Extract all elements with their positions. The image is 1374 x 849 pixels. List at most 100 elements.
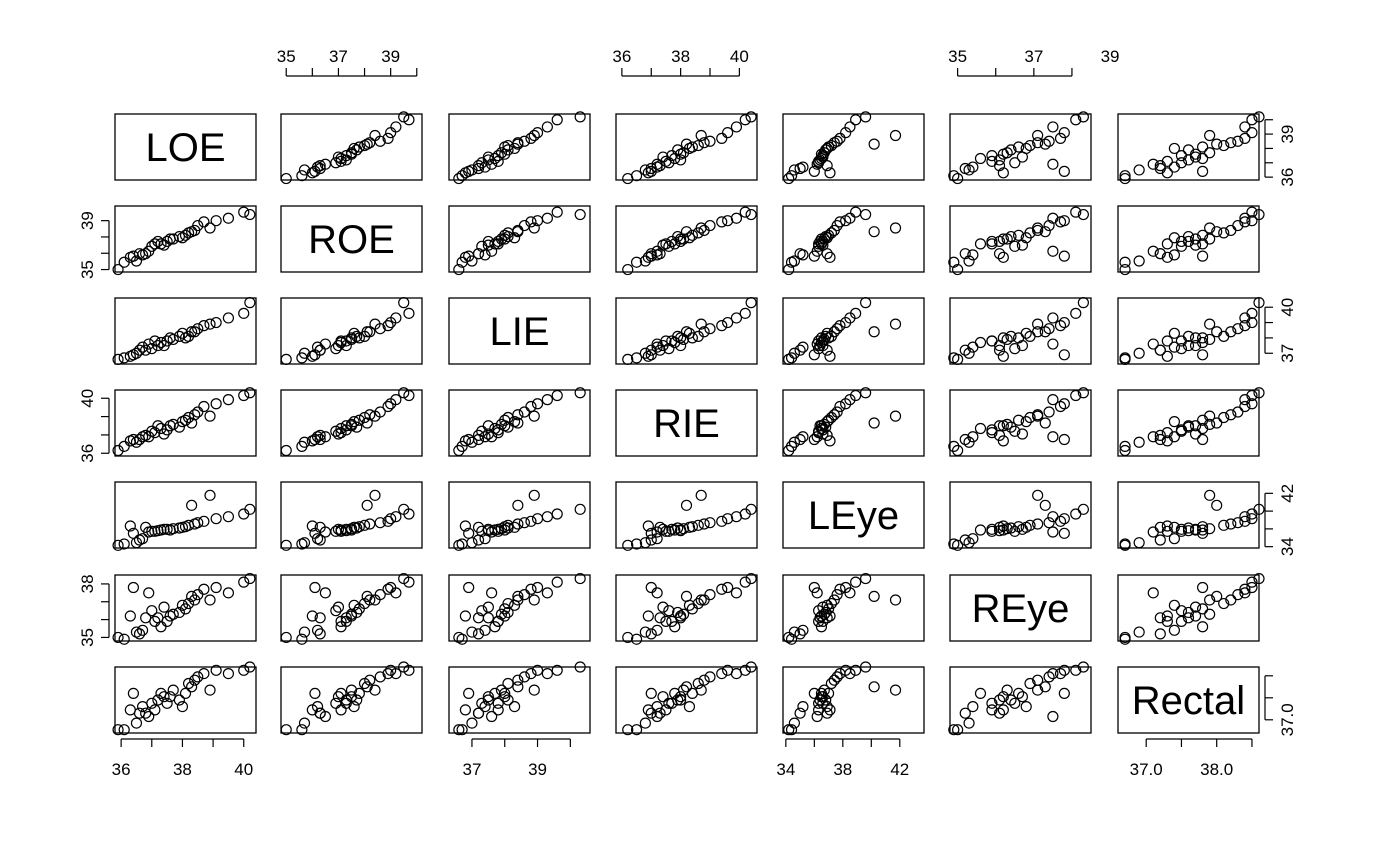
data-point — [997, 167, 1009, 179]
data-point — [1218, 139, 1230, 152]
data-point — [1232, 219, 1244, 232]
data-point — [149, 704, 161, 716]
data-point — [1054, 320, 1067, 332]
data-point — [173, 330, 185, 342]
data-point — [482, 601, 494, 613]
data-point — [518, 517, 531, 529]
data-point — [821, 700, 833, 713]
data-point — [783, 263, 795, 276]
data-point — [222, 667, 235, 680]
data-point — [868, 590, 880, 603]
variable-label: LEye — [808, 494, 899, 538]
data-point — [645, 527, 657, 539]
data-point — [1012, 687, 1025, 700]
data-point — [551, 206, 563, 218]
data-point — [1016, 339, 1029, 352]
data-point — [574, 111, 586, 123]
data-point — [657, 523, 669, 535]
data-point — [390, 511, 402, 523]
data-point — [512, 417, 524, 429]
data-point — [332, 339, 345, 352]
data-point — [844, 394, 856, 406]
data-point — [1133, 537, 1145, 549]
data-point — [868, 681, 880, 693]
data-point — [472, 707, 485, 719]
data-point — [453, 724, 465, 736]
data-point — [680, 138, 693, 150]
data-point — [173, 694, 185, 706]
data-point — [1147, 526, 1159, 538]
data-point — [136, 624, 149, 636]
data-point — [1043, 671, 1055, 683]
data-point — [528, 594, 540, 606]
data-point — [330, 605, 342, 617]
data-point — [1024, 139, 1036, 152]
data-point — [238, 206, 250, 218]
data-point — [306, 610, 318, 622]
data-point — [1054, 667, 1067, 680]
data-point — [512, 681, 524, 693]
data-point — [1168, 624, 1181, 636]
data-point — [541, 511, 553, 523]
data-point — [518, 589, 531, 601]
data-point — [528, 489, 540, 501]
data-point — [1032, 326, 1044, 338]
data-point — [492, 704, 504, 716]
data-point — [1047, 312, 1059, 324]
data-point — [739, 307, 751, 319]
data-point — [1189, 428, 1202, 440]
data-point — [1225, 518, 1237, 530]
data-point — [815, 621, 828, 633]
data-point — [1005, 421, 1017, 433]
data-point — [189, 326, 201, 338]
data-point — [518, 671, 531, 683]
data-point — [974, 152, 987, 165]
data-point — [482, 523, 494, 535]
data-point — [675, 691, 687, 703]
data-point — [508, 700, 521, 713]
data-point — [186, 326, 198, 338]
x-tick-label: 36 — [112, 760, 131, 779]
data-point — [124, 704, 136, 716]
data-point — [348, 521, 360, 533]
data-point — [531, 581, 544, 594]
data-point — [1154, 612, 1166, 624]
data-point — [952, 724, 964, 736]
data-point — [1204, 410, 1216, 422]
data-point — [840, 398, 852, 410]
data-point — [351, 606, 363, 619]
data-point — [860, 297, 872, 309]
data-point — [785, 633, 798, 645]
data-point — [716, 132, 728, 144]
data-point — [785, 170, 798, 182]
data-point — [889, 410, 902, 422]
data-point — [296, 170, 308, 182]
data-point — [967, 249, 979, 261]
panel-frame — [114, 481, 257, 549]
data-point — [198, 216, 210, 228]
data-point — [1020, 700, 1032, 713]
panel-frame — [782, 481, 925, 549]
data-point — [351, 694, 363, 706]
data-point — [244, 661, 256, 673]
data-point — [1211, 590, 1223, 603]
data-point — [868, 226, 880, 238]
data-point — [695, 684, 707, 696]
data-point — [1175, 343, 1188, 355]
data-point — [306, 520, 318, 532]
data-point — [974, 422, 987, 435]
data-point — [143, 587, 155, 599]
data-point — [1039, 417, 1051, 429]
data-point — [1058, 316, 1070, 329]
data-point — [657, 691, 669, 703]
data-point — [745, 503, 757, 515]
data-point — [967, 533, 979, 545]
data-point — [948, 170, 960, 182]
data-point — [808, 349, 820, 361]
data-point — [1058, 165, 1070, 177]
y-tick-label: 35 — [78, 628, 97, 647]
data-point — [179, 603, 192, 615]
data-point — [1154, 628, 1166, 640]
data-point — [364, 409, 376, 421]
data-point — [675, 233, 687, 245]
